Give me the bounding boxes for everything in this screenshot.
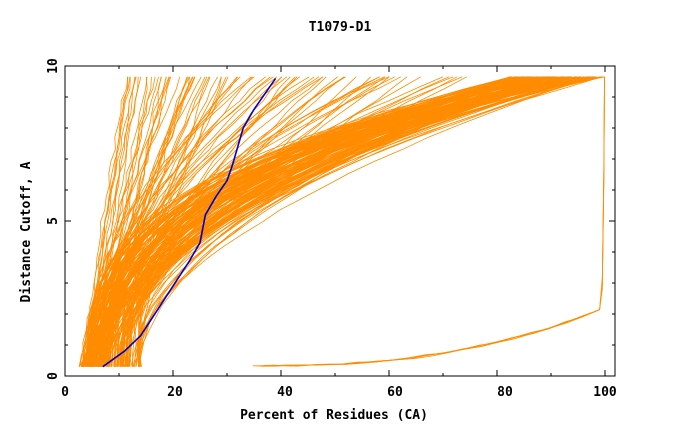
axis-ticks <box>64 65 615 377</box>
model-curve <box>117 76 546 367</box>
model-curve <box>252 76 605 367</box>
x-tick-label-100: 100 <box>593 385 617 400</box>
model-curve <box>101 76 521 367</box>
model-curve <box>124 76 591 367</box>
x-tick-label-80: 80 <box>497 385 513 400</box>
y-tick-label-10: 10 <box>46 58 61 74</box>
model-curve <box>86 76 576 367</box>
x-tick-label-0: 0 <box>61 385 69 400</box>
model-curve <box>90 76 580 367</box>
highlight-curve <box>102 77 277 368</box>
model-curve <box>83 76 255 367</box>
x-tick-label-40: 40 <box>277 385 293 400</box>
y-tick-label-0: 0 <box>46 372 61 380</box>
model-curve <box>120 76 553 367</box>
model-curve <box>135 76 605 367</box>
model-curve <box>92 76 543 367</box>
x-tick-label-20: 20 <box>167 385 183 400</box>
chart-title: T1079-D1 <box>309 20 372 35</box>
model-curve <box>90 76 581 367</box>
model-curve <box>135 76 528 367</box>
model-curve <box>103 76 572 367</box>
model-curve <box>133 76 594 367</box>
y-tick-label-5: 5 <box>46 217 61 225</box>
model-curve <box>83 76 136 367</box>
model-curve <box>107 76 528 367</box>
model-curve <box>122 76 534 367</box>
model-curve <box>89 76 573 367</box>
x-axis-label: Percent of Residues (CA) <box>240 408 428 423</box>
x-tick-label-60: 60 <box>387 385 403 400</box>
model-curve <box>83 76 271 367</box>
model-curve <box>124 76 547 367</box>
model-curve <box>89 76 524 367</box>
model-curve <box>98 76 551 367</box>
model-curve <box>123 76 525 367</box>
model-curve <box>94 76 525 367</box>
model-curve <box>85 76 278 367</box>
y-axis-label: Distance Cutoff, A <box>19 161 34 302</box>
plot-area <box>78 76 605 368</box>
